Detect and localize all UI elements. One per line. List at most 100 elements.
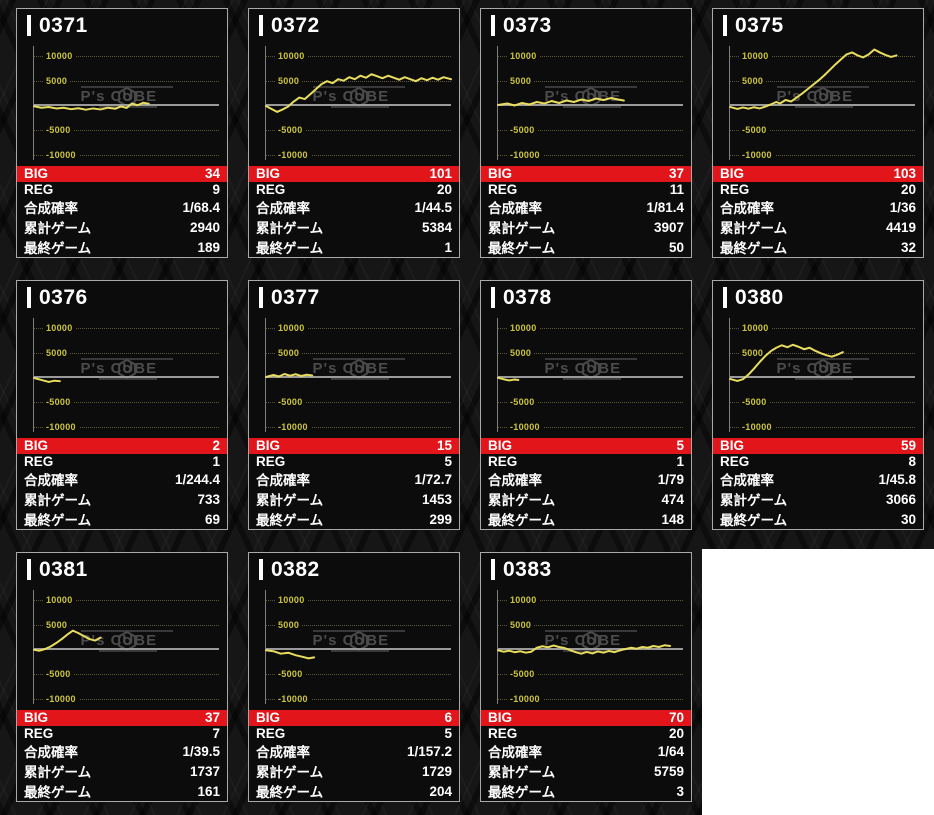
stat-label-probability: 合成確率 [24, 745, 78, 760]
stats-table: BIG 37 REG 11 合成確率 1/81.4 累計ゲーム 3907 最終ゲ… [481, 166, 691, 257]
machine-panel[interactable]: 0376 P's CUBE 10000 5000 -5000 -10000 [16, 280, 228, 530]
gridline [34, 155, 219, 157]
stat-value-reg: 7 [212, 725, 220, 741]
gridline [266, 130, 451, 132]
machine-header: 0378 [481, 281, 691, 314]
y-axis-line [265, 46, 266, 160]
stat-label-last-game: 最終ゲーム [256, 513, 324, 528]
stats-table: BIG 5 REG 1 合成確率 1/79 累計ゲーム 474 最終ゲーム 14… [481, 438, 691, 529]
stat-label-reg: REG [24, 181, 54, 197]
stats-table: BIG 37 REG 7 合成確率 1/39.5 累計ゲーム 1737 最終ゲー… [17, 710, 227, 801]
stat-label-reg: REG [24, 725, 54, 741]
stat-value-big: 37 [204, 710, 220, 726]
slump-line [730, 49, 897, 108]
gridline [498, 80, 683, 82]
gridline [266, 352, 451, 354]
machine-number: 0371 [39, 13, 88, 37]
y-axis-line [265, 318, 266, 432]
stat-label-total-games: 累計ゲーム [720, 493, 788, 508]
stat-row-total-games: 累計ゲーム 733 [17, 489, 227, 509]
stat-row-probability: 合成確率 1/64 [481, 741, 691, 761]
stat-row-reg: REG 9 [17, 182, 227, 198]
stat-row-last-game: 最終ゲーム 299 [249, 509, 459, 529]
stat-value-total-games: 1729 [421, 763, 452, 779]
y-axis-line [265, 590, 266, 704]
stat-label-probability: 合成確率 [256, 745, 310, 760]
machine-panel[interactable]: 0381 P's CUBE 10000 5000 -5000 -10000 [16, 552, 228, 802]
stat-row-reg: REG 1 [17, 454, 227, 470]
zero-line [34, 104, 219, 107]
machine-header: 0376 [17, 281, 227, 314]
stat-label-big: BIG [24, 710, 49, 726]
stat-label-reg: REG [256, 181, 286, 197]
stat-value-big: 59 [900, 438, 916, 454]
stat-value-probability: 1/72.7 [414, 471, 452, 487]
stats-table: BIG 6 REG 5 合成確率 1/157.2 累計ゲーム 1729 最終ゲー… [249, 710, 459, 801]
header-accent-bar [27, 15, 31, 36]
stat-row-reg: REG 5 [249, 726, 459, 742]
stat-label-probability: 合成確率 [720, 201, 774, 216]
machine-number: 0376 [39, 285, 88, 309]
stat-row-total-games: 累計ゲーム 1737 [17, 761, 227, 781]
zero-line [266, 648, 451, 651]
y-axis-line [33, 590, 34, 704]
stat-row-total-games: 累計ゲーム 5759 [481, 761, 691, 781]
stat-row-big: BIG 70 [481, 710, 691, 726]
y-axis-tick-label: -10000 [43, 149, 79, 160]
gridline [730, 55, 915, 57]
stat-row-big: BIG 15 [249, 438, 459, 454]
stat-value-probability: 1/36 [889, 199, 916, 215]
gridline [498, 352, 683, 354]
stat-label-big: BIG [256, 438, 281, 454]
y-axis-tick-label: -10000 [275, 149, 311, 160]
machine-panel[interactable]: 0378 P's CUBE 10000 5000 -5000 -10000 [480, 280, 692, 530]
machine-panel[interactable]: 0382 P's CUBE 10000 5000 -5000 -10000 [248, 552, 460, 802]
stat-label-last-game: 最終ゲーム [488, 513, 556, 528]
stat-value-last-game: 204 [429, 783, 452, 799]
machine-panel[interactable]: 0371 P's CUBE 10000 5000 -5000 -10000 [16, 8, 228, 258]
stat-row-total-games: 累計ゲーム 1729 [249, 761, 459, 781]
stat-value-reg: 9 [212, 181, 220, 197]
y-axis-tick-label: 5000 [275, 75, 303, 86]
gridline [266, 599, 451, 601]
slump-line [34, 631, 101, 651]
machine-panel[interactable]: 0373 P's CUBE 10000 5000 -5000 -10000 [480, 8, 692, 258]
stat-label-last-game: 最終ゲーム [256, 785, 324, 800]
stat-label-probability: 合成確率 [24, 473, 78, 488]
slump-line-svg [34, 46, 219, 160]
machine-panel[interactable]: 0375 P's CUBE 10000 5000 -5000 -10000 [712, 8, 924, 258]
machine-number: 0372 [271, 13, 320, 37]
stat-label-probability: 合成確率 [488, 745, 542, 760]
slump-graph: P's CUBE 10000 5000 -5000 -10000 [497, 42, 683, 164]
machine-panel[interactable]: 0372 P's CUBE 10000 5000 -5000 -10000 [248, 8, 460, 258]
stat-value-total-games: 2940 [189, 219, 220, 235]
stat-value-total-games: 733 [197, 491, 220, 507]
stat-row-reg: REG 8 [713, 454, 923, 470]
machine-panel[interactable]: 0383 P's CUBE 10000 5000 -5000 -10000 [480, 552, 692, 802]
machine-number: 0373 [503, 13, 552, 37]
machine-number: 0383 [503, 557, 552, 581]
stat-row-probability: 合成確率 1/36 [713, 197, 923, 217]
machine-panel[interactable]: 0380 P's CUBE 10000 5000 -5000 -10000 [712, 280, 924, 530]
machine-header: 0375 [713, 9, 923, 42]
stat-label-total-games: 累計ゲーム [488, 221, 556, 236]
stat-row-big: BIG 103 [713, 166, 923, 182]
stat-value-reg: 1 [676, 453, 684, 469]
gridline [34, 699, 219, 701]
stat-row-reg: REG 20 [249, 182, 459, 198]
stat-label-reg: REG [488, 453, 518, 469]
stat-label-big: BIG [256, 710, 281, 726]
gridline [266, 402, 451, 404]
slump-line-svg [34, 590, 219, 704]
header-accent-bar [723, 287, 727, 308]
y-axis-tick-label: -10000 [275, 693, 311, 704]
zero-line [730, 104, 915, 107]
slump-line [34, 378, 60, 382]
gridline [34, 674, 219, 676]
y-axis-tick-label: 5000 [43, 75, 71, 86]
stat-value-probability: 1/81.4 [646, 199, 684, 215]
plot-area: P's CUBE 10000 5000 -5000 -10000 [266, 46, 451, 160]
stat-value-reg: 20 [900, 181, 916, 197]
stat-row-big: BIG 34 [17, 166, 227, 182]
machine-panel[interactable]: 0377 P's CUBE 10000 5000 -5000 -10000 [248, 280, 460, 530]
